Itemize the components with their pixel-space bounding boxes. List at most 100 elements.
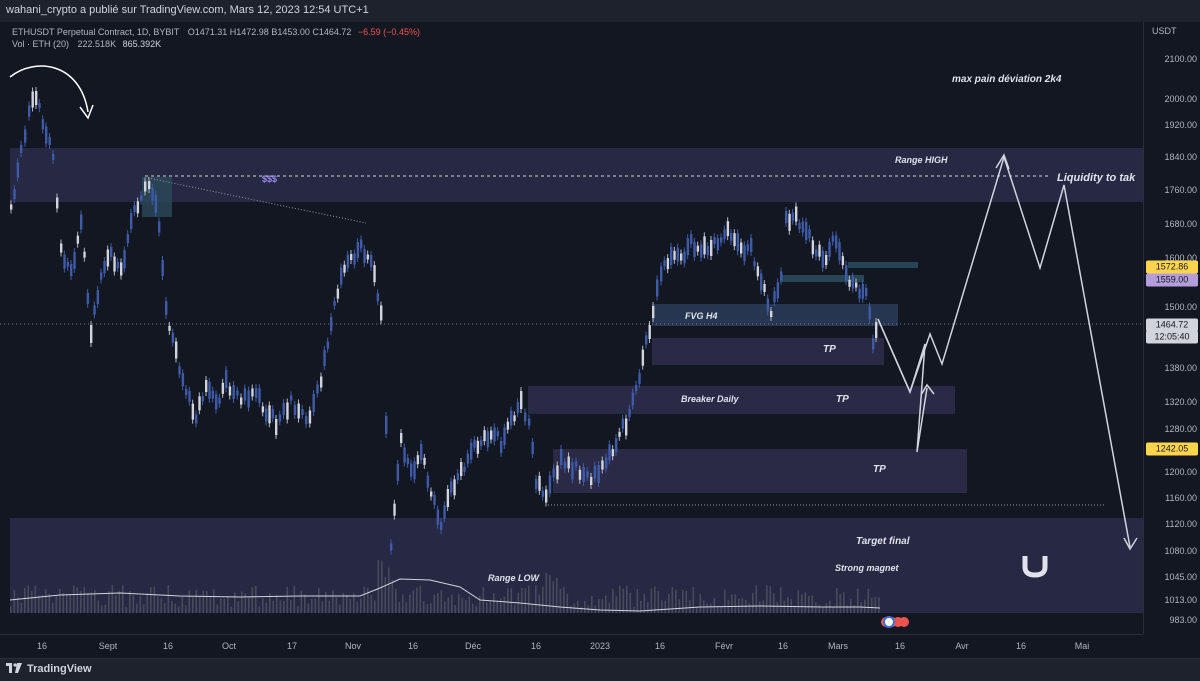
volume-bar [552,581,555,613]
candle-body [805,222,808,240]
candle-body [333,300,336,306]
candle-body [390,543,393,551]
volume-bar [633,606,635,613]
volume-bar [279,600,282,613]
chart-canvas[interactable] [0,22,1143,634]
candle-body [16,162,20,178]
volume-bar [76,587,79,613]
fvg-h4-label: FVG H4 [685,311,718,321]
candle-body [730,233,733,241]
volume-bar [818,604,821,613]
volume-bar [258,606,261,613]
volume-bar [801,594,803,613]
diagonal-line [147,177,367,224]
volume-bar [832,606,835,613]
volume-bar [167,585,170,613]
candle-body [773,291,776,303]
volume-bar [174,603,177,613]
volume-bar [13,589,16,613]
volume-bar [657,591,660,613]
candle-body [158,221,161,233]
event-markers[interactable] [881,616,909,628]
volume-bar [759,601,761,613]
legend-symbol-row[interactable]: ETHUSDT Perpetual Contract, 1D, BYBIT O1… [12,27,420,37]
fvg-h4-zone [652,304,898,326]
time-axis[interactable]: 16 Sept 16 Oct 17 Nov 16 Déc 16 2023 16 Févr 16 Mars 1… [0,634,1143,659]
candle-body [785,211,788,223]
time-tick-label: Oct [221,641,237,651]
volume-bar [311,598,313,613]
max-pain-label: max pain déviation 2k4 [952,74,1062,85]
candle-body [38,103,41,109]
volume-bar [370,595,373,613]
volume-bar [339,604,341,613]
volume-bar [195,589,198,613]
legend-ohlc: O1471.31 H1472.98 B1453.00 C1464.72 [187,27,352,37]
volume-bar [122,585,124,613]
price-tick-label: 1045.00 [1164,572,1197,582]
volume-bar [857,588,859,613]
candle-body [615,438,618,452]
candle-body [400,433,403,443]
candle-body [385,416,388,434]
price-tick-label: 1013.00 [1164,595,1197,605]
volume-bar [605,595,607,613]
volume-bar [493,593,495,613]
candle-body [130,213,133,229]
time-tick-label: 16 [530,641,542,651]
candle-body [93,305,96,315]
candle-body [868,306,871,320]
candle-body [808,229,811,239]
footer-bar: TradingView [0,658,1200,681]
volume-bar [125,606,128,613]
strong-magnet-label: Strong magnet [835,563,899,573]
time-tick-label: 16 [162,641,174,651]
candle-body [175,341,178,359]
volume-bar [318,587,320,613]
candle-body [221,382,225,394]
candle-body [470,442,473,460]
legend-volume-row[interactable]: Vol · ETH (20) 222.518K 865.392K [12,39,161,49]
breaker-daily-label: Breaker Daily [681,394,739,404]
candle-body [346,254,350,268]
candle-body [795,206,798,222]
volume-bar [486,602,488,613]
volume-bar [622,588,625,613]
range-high-zone [10,148,1143,202]
volume-bar [430,603,432,613]
candle-body [726,221,730,237]
candle-body [215,394,218,410]
candle-body [96,290,100,304]
chart-area[interactable]: ETHUSDT Perpetual Contract, 1D, BYBIT O1… [0,22,1143,634]
candle-body [801,221,805,233]
volume-bar [223,598,226,613]
volume-bar [129,590,131,613]
candle-body [191,403,195,420]
candle-body [825,255,828,265]
candle-body [416,455,420,465]
candle-body [628,409,631,417]
volume-bar [409,594,411,613]
price-tick-label: 1600.00 [1164,253,1197,263]
volume-bar [542,586,544,613]
candle-body [370,255,373,267]
candle-body [597,465,600,483]
candle-body [410,463,413,477]
volume-bar [227,596,229,613]
candle-body [31,91,34,108]
candle-body [720,237,723,243]
volume-bar [332,590,334,613]
price-badge: 12:05:40 [1146,330,1198,344]
candle-body [271,409,275,419]
candle-body [24,129,27,143]
volume-bar [321,601,324,613]
candle-body [261,406,265,413]
price-axis[interactable]: USDT 2100.00 2000.00 1920.00 1840.00 1760.00… [1143,22,1200,634]
candle-body [151,187,154,201]
candle-body [460,462,463,476]
volume-bar [531,605,534,613]
tradingview-brand[interactable]: TradingView [6,663,92,675]
candle-body [103,261,106,273]
candle-body [360,239,363,249]
candle-body [140,195,143,201]
